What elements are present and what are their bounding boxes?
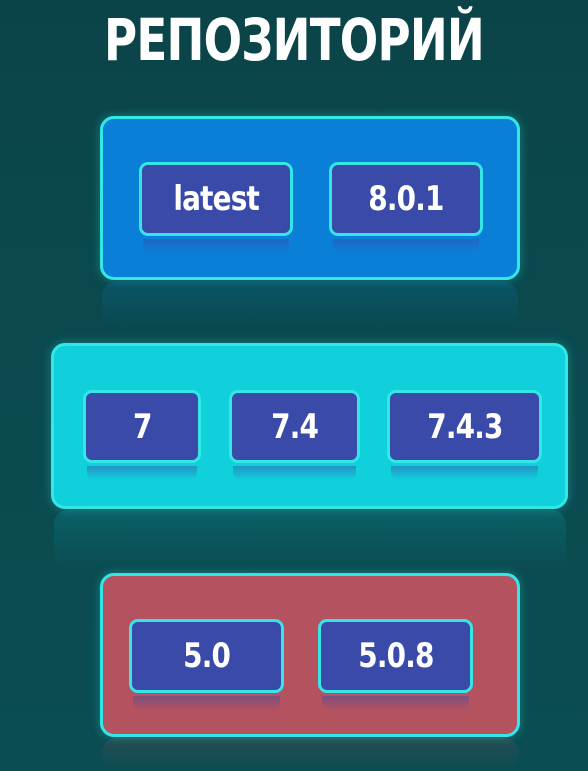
- tag-7[interactable]: 7: [83, 390, 201, 463]
- tag-8-0-1-reflection: [333, 239, 479, 253]
- group-5-reflection: [102, 738, 518, 771]
- tag-latest-label: latest: [173, 179, 259, 219]
- tag-5-0[interactable]: 5.0: [129, 619, 284, 693]
- tag-8-0-1-label: 8.0.1: [368, 179, 444, 219]
- tag-5-0-label: 5.0: [183, 636, 231, 676]
- group-latest-reflection: [102, 282, 518, 326]
- tag-8-0-1[interactable]: 8.0.1: [329, 162, 483, 236]
- tag-7-4-3[interactable]: 7.4.3: [387, 390, 542, 463]
- tag-7-4-reflection: [233, 466, 356, 480]
- tag-5-0-8-reflection: [322, 696, 469, 710]
- tag-5-0-8[interactable]: 5.0.8: [318, 619, 473, 693]
- tag-7-4[interactable]: 7.4: [229, 390, 360, 463]
- group-7-reflection: [54, 510, 566, 570]
- version-group-latest: latest 8.0.1: [100, 116, 520, 280]
- tag-latest[interactable]: latest: [139, 162, 293, 236]
- tag-5-0-reflection: [133, 696, 280, 710]
- tag-7-4-label: 7.4: [271, 406, 319, 447]
- tag-7-label: 7: [132, 406, 152, 447]
- tag-latest-reflection: [143, 239, 289, 253]
- tag-7-4-3-label: 7.4.3: [426, 406, 503, 447]
- version-group-5: 5.0 5.0.8: [100, 573, 520, 737]
- tag-7-reflection: [87, 466, 197, 480]
- tag-7-4-3-reflection: [391, 466, 538, 480]
- repository-title: РЕПОЗИТОРИЙ: [103, 6, 485, 74]
- version-group-7: 7 7.4 7.4.3: [51, 343, 568, 509]
- tag-5-0-8-label: 5.0.8: [357, 636, 434, 676]
